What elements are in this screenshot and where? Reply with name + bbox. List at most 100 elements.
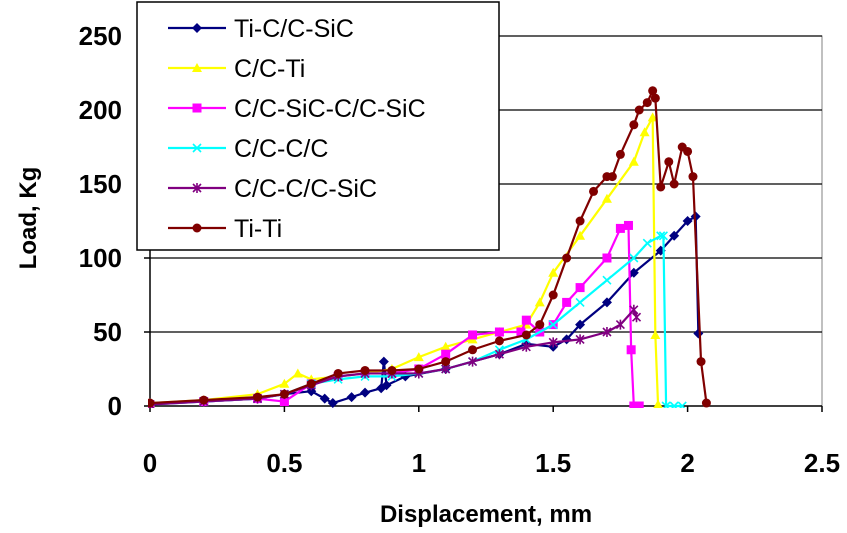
data-point-c-c-ti bbox=[440, 341, 451, 351]
data-point-ti-c-c-sic bbox=[381, 380, 392, 391]
data-point-ti-ti bbox=[360, 365, 370, 375]
legend-swatch-marker bbox=[192, 103, 202, 113]
x-tick-label: 2 bbox=[680, 448, 694, 478]
legend-box bbox=[136, 1, 500, 251]
data-point-c-c-ti bbox=[653, 399, 663, 408]
legend-item-ti-ti: Ti-Ti bbox=[168, 215, 282, 243]
data-point-c-c-c-c bbox=[602, 275, 612, 285]
data-point-c-c-c-c bbox=[548, 320, 558, 330]
legend: Ti-C/C-SiC C/C-Ti C/C-SiC-C/C-SiC C/C-C/C C/… bbox=[136, 1, 500, 251]
data-point-c-c-c-c bbox=[658, 231, 668, 241]
data-point-ti-c-c-sic bbox=[378, 356, 389, 367]
legend-label: C/C-C/C-SiC bbox=[234, 175, 377, 203]
data-point-c-c-c-c-sic bbox=[602, 327, 612, 337]
data-point-ti-ti bbox=[688, 172, 698, 182]
legend-label: Ti-Ti bbox=[234, 215, 282, 243]
legend-swatch-marker bbox=[192, 63, 202, 72]
legend-swatch-marker bbox=[192, 183, 202, 193]
legend-label: C/C-Ti bbox=[234, 55, 305, 83]
data-point-ti-ti bbox=[629, 120, 639, 130]
series-line-ti-ti bbox=[149, 89, 708, 405]
data-point-c-c-c-c-sic bbox=[467, 356, 478, 367]
data-point-ti-ti bbox=[414, 364, 424, 374]
data-point-ti-ti bbox=[387, 365, 397, 375]
x-tick-label: 1 bbox=[412, 448, 426, 478]
data-point-ti-c-c-sic bbox=[319, 393, 330, 404]
y-tick-label: 250 bbox=[79, 21, 122, 51]
x-tick-label: 0.5 bbox=[266, 448, 302, 478]
y-tick-label: 100 bbox=[79, 243, 122, 273]
y-tick-label: 50 bbox=[93, 317, 122, 347]
data-point-c-c-ti bbox=[534, 297, 545, 307]
data-point-c-c-sic-c-c-sic bbox=[575, 283, 585, 293]
data-point-ti-c-c-sic bbox=[669, 230, 680, 241]
y-tick-label: 150 bbox=[79, 169, 122, 199]
data-point-c-c-c-c bbox=[656, 231, 666, 241]
series-layer bbox=[148, 86, 711, 408]
y-tick-label: 0 bbox=[108, 391, 122, 421]
data-point-c-c-c-c-sic bbox=[521, 341, 531, 352]
data-point-c-c-c-c-sic bbox=[494, 349, 505, 360]
data-point-c-c-sic-c-c-sic bbox=[602, 253, 612, 263]
data-point-ti-ti bbox=[656, 182, 666, 192]
data-point-ti-ti bbox=[279, 389, 289, 399]
legend-label: C/C-SiC-C/C-SiC bbox=[234, 95, 426, 123]
data-point-c-c-c-c bbox=[669, 401, 679, 408]
data-point-ti-ti bbox=[575, 216, 585, 226]
data-point-ti-c-c-sic bbox=[360, 387, 371, 398]
data-point-ti-c-c-sic bbox=[601, 297, 612, 308]
data-point-ti-ti bbox=[664, 157, 674, 167]
legend-item-ti-c-c-sic: Ti-C/C-SiC bbox=[168, 15, 354, 43]
x-tick-label: 2.5 bbox=[804, 448, 840, 478]
data-point-ti-ti bbox=[441, 357, 451, 367]
data-point-ti-ti bbox=[548, 290, 558, 300]
data-point-ti-c-c-sic bbox=[327, 398, 338, 408]
data-point-ti-ti bbox=[669, 179, 679, 189]
data-point-c-c-ti bbox=[279, 378, 290, 388]
data-point-ti-ti bbox=[589, 186, 599, 196]
data-point-c-c-ti bbox=[575, 230, 586, 240]
data-point-ti-ti bbox=[701, 398, 711, 408]
data-point-c-c-sic-c-c-sic bbox=[623, 220, 633, 230]
legend-item-c-c-c-c: C/C-C/C bbox=[168, 135, 328, 163]
data-point-ti-ti bbox=[648, 86, 658, 96]
data-point-c-c-c-c bbox=[661, 401, 671, 408]
data-point-c-c-ti bbox=[548, 267, 559, 277]
data-point-c-c-c-c bbox=[642, 238, 652, 248]
data-point-c-c-c-c bbox=[629, 253, 639, 263]
x-tick-label: 0 bbox=[143, 448, 157, 478]
data-point-ti-ti bbox=[535, 320, 545, 330]
legend-swatch-marker bbox=[192, 143, 202, 153]
data-point-ti-ti bbox=[468, 345, 478, 355]
data-point-ti-ti bbox=[634, 105, 644, 115]
data-point-c-c-c-c bbox=[677, 401, 687, 408]
data-point-ti-c-c-sic bbox=[346, 392, 357, 403]
data-point-c-c-sic-c-c-sic bbox=[615, 223, 625, 233]
data-point-c-c-c-c-sic bbox=[575, 334, 585, 345]
data-point-ti-ti bbox=[562, 253, 572, 263]
data-point-c-c-sic-c-c-sic bbox=[521, 315, 531, 325]
data-point-c-c-sic-c-c-sic bbox=[516, 327, 526, 337]
legend-item-c-c-ti: C/C-Ti bbox=[168, 55, 305, 83]
data-point-c-c-sic-c-c-sic bbox=[626, 345, 636, 355]
data-point-ti-c-c-sic bbox=[628, 267, 639, 278]
data-point-c-c-ti bbox=[650, 329, 661, 339]
legend-item-c-c-sic-c-c-sic: C/C-SiC-C/C-SiC bbox=[168, 95, 426, 123]
legend-swatch-marker bbox=[192, 223, 202, 233]
data-point-c-c-sic-c-c-sic bbox=[468, 330, 478, 340]
data-point-ti-ti bbox=[253, 392, 263, 402]
data-point-c-c-c-c-sic bbox=[548, 337, 558, 348]
data-point-c-c-sic-c-c-sic bbox=[634, 401, 644, 408]
data-point-c-c-ti bbox=[647, 112, 658, 122]
data-point-c-c-ti bbox=[639, 127, 650, 137]
data-point-c-c-ti bbox=[292, 368, 303, 378]
data-point-c-c-c-c-sic bbox=[615, 319, 625, 330]
data-point-c-c-c-c bbox=[575, 297, 585, 307]
data-point-ti-c-c-sic bbox=[575, 319, 586, 330]
data-point-ti-ti bbox=[148, 398, 155, 408]
data-point-c-c-sic-c-c-sic bbox=[441, 349, 451, 359]
data-point-ti-ti bbox=[199, 395, 209, 405]
data-point-ti-ti bbox=[494, 336, 504, 346]
data-point-ti-ti bbox=[683, 146, 693, 156]
